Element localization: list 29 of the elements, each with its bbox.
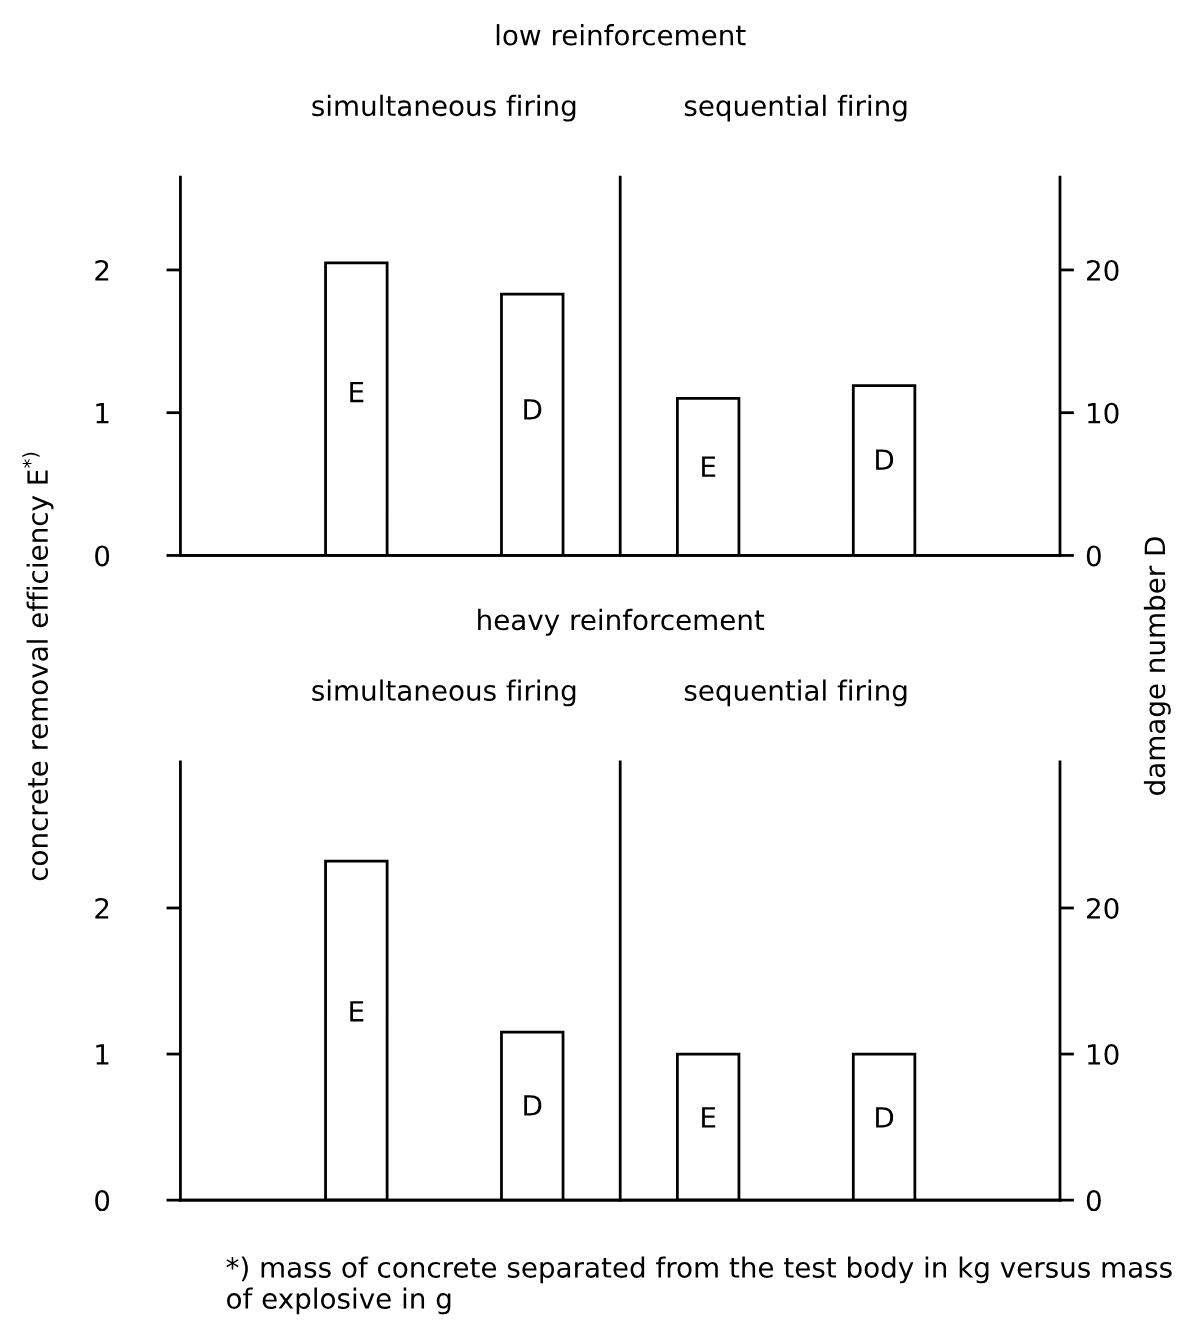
text: D <box>524 1095 542 1116</box>
y2-tick-label: 0 <box>1086 1190 1101 1212</box>
series-label: D <box>876 449 894 470</box>
y2-tick-label: 20 <box>1087 897 1119 919</box>
y2-tick-label: 10 <box>1088 1043 1119 1065</box>
y2-tick-label: 0 <box>1086 545 1101 567</box>
y2-axis-title: damage number D <box>1143 537 1171 795</box>
y-tick-label: 2 <box>95 259 109 281</box>
text: simultaneous firing <box>312 679 576 707</box>
text: D <box>524 399 542 420</box>
text: simultaneous firing <box>312 94 576 122</box>
text: sequential firing <box>684 94 907 122</box>
text: E <box>702 456 716 477</box>
y-tick-label: 0 <box>95 1190 110 1212</box>
y-tick-label: 0 <box>95 545 110 567</box>
series-label: D <box>876 1107 894 1128</box>
y-axis-title: concrete removal efficiency E$^{*)}$ <box>22 452 54 881</box>
y-tick-label: 1 <box>96 1044 109 1065</box>
y2-tick-label: 20 <box>1087 259 1119 281</box>
y-tick-label: 1 <box>96 403 109 424</box>
text: E <box>702 1107 716 1128</box>
text: *) mass of concrete separated from the test body in kg versus mass of explosive in g <box>226 1256 1172 1315</box>
y2-tick-label: 10 <box>1088 402 1119 424</box>
chart-title: heavy reinforcement <box>478 608 765 636</box>
series-label: E <box>350 381 364 403</box>
text: sequential firing <box>684 679 907 707</box>
series-label: E <box>350 1001 364 1022</box>
chart-title: low reinforcement <box>496 24 746 46</box>
y-tick-label: 2 <box>95 897 109 919</box>
